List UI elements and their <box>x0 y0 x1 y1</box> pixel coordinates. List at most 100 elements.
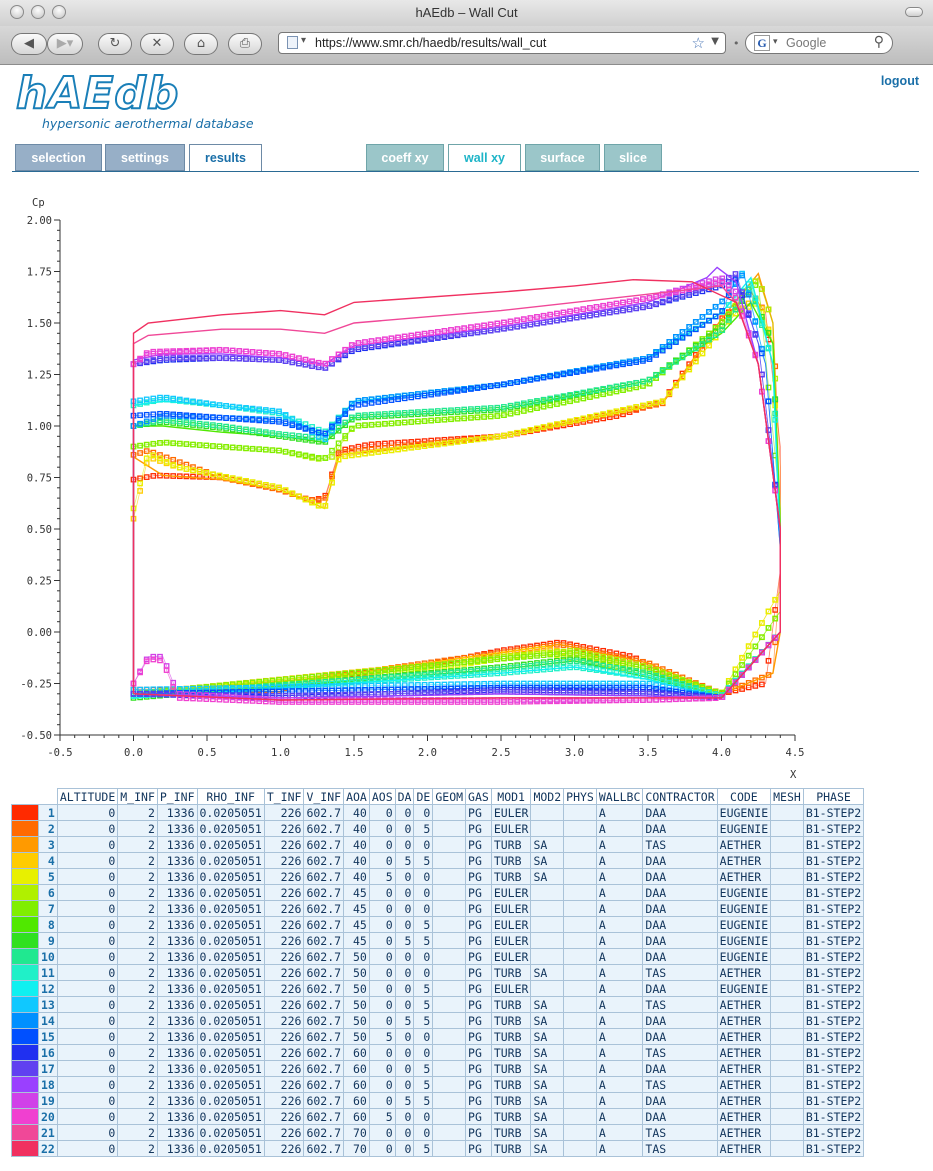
table-row[interactable]: 20 0 2 1336 0.0205051 226 602.7 60 5 0 0 PG TURB SA A D… <box>11 1108 865 1125</box>
x-tick-label: 0.0 <box>124 747 143 759</box>
table-row[interactable]: 14 0 2 1336 0.0205051 226 602.7 50 0 5 5 PG TURB SA A D… <box>11 1012 865 1029</box>
row-number[interactable]: 15 <box>38 1028 58 1045</box>
close-window-button[interactable] <box>10 5 24 19</box>
tab-results[interactable]: results <box>189 144 262 172</box>
cell-code: AETHER <box>716 1028 772 1045</box>
zoom-window-button[interactable] <box>52 5 66 19</box>
search-engine-menu-icon[interactable]: ▾ <box>773 37 778 47</box>
row-number[interactable]: 19 <box>38 1092 58 1109</box>
tab-surface[interactable]: surface <box>525 144 600 171</box>
upper-surface-marker <box>587 388 593 395</box>
stop-button[interactable]: ✕ <box>140 33 174 55</box>
row-number[interactable]: 21 <box>38 1124 58 1141</box>
table-row[interactable]: 3 0 2 1336 0.0205051 226 602.7 40 0 0 0 PG TURB SA A TA… <box>11 836 865 853</box>
row-number[interactable]: 3 <box>38 836 58 853</box>
table-row[interactable]: 1 0 2 1336 0.0205051 226 602.7 40 0 0 0 PG EULER A DAA… <box>11 804 865 821</box>
row-number[interactable]: 6 <box>38 884 58 901</box>
table-row[interactable]: 2 0 2 1336 0.0205051 226 602.7 40 0 0 5 PG EULER A DAA… <box>11 820 865 837</box>
cell-aos: 5 <box>368 1108 396 1125</box>
upper-surface-marker <box>236 425 243 432</box>
upper-surface-marker <box>620 407 626 413</box>
upper-surface-marker <box>494 413 501 419</box>
tab-settings[interactable]: settings <box>105 144 185 171</box>
home-button[interactable]: ⌂ <box>184 33 218 55</box>
table-row[interactable]: 13 0 2 1336 0.0205051 226 602.7 50 0 0 5 PG TURB SA A T… <box>11 996 865 1013</box>
lower-surface-marker <box>534 698 540 705</box>
row-number[interactable]: 18 <box>38 1076 58 1093</box>
table-row[interactable]: 21 0 2 1336 0.0205051 226 602.7 70 0 0 0 PG TURB SA A T… <box>11 1124 865 1141</box>
tab-slice[interactable]: slice <box>604 144 662 171</box>
row-number[interactable]: 16 <box>38 1044 58 1061</box>
tab-coeff-xy[interactable]: coeff xy <box>366 144 444 171</box>
minimize-window-button[interactable] <box>31 5 45 19</box>
row-number[interactable]: 5 <box>38 868 58 885</box>
row-number[interactable]: 12 <box>38 980 58 997</box>
upper-surface-marker <box>401 410 408 416</box>
upper-surface-marker <box>329 424 335 430</box>
cell-phase: B1-STEP2 <box>802 868 865 885</box>
table-row[interactable]: 4 0 2 1336 0.0205051 226 602.7 40 0 5 5 PG TURB SA A DA… <box>11 852 865 869</box>
x-tick-label: 3.0 <box>565 747 584 759</box>
upper-surface-marker <box>170 456 177 463</box>
address-bar[interactable]: ▾ https://www.smr.ch/haedb/results/wall_… <box>278 32 726 54</box>
cell-aos: 5 <box>368 1028 396 1045</box>
table-row[interactable]: 11 0 2 1336 0.0205051 226 602.7 50 0 0 0 PG TURB SA A T… <box>11 964 865 981</box>
row-number[interactable]: 10 <box>38 948 58 965</box>
row-number[interactable]: 14 <box>38 1012 58 1029</box>
table-row[interactable]: 17 0 2 1336 0.0205051 226 602.7 60 0 0 5 PG TURB SA A D… <box>11 1060 865 1077</box>
lower-surface-marker <box>606 663 613 670</box>
bookmark-star-icon[interactable]: ☆ <box>691 34 705 52</box>
forward-button[interactable]: ▶▾ <box>47 33 83 55</box>
upper-surface-marker <box>282 412 289 418</box>
table-row[interactable]: 7 0 2 1336 0.0205051 226 602.7 45 0 0 0 PG EULER A DAA… <box>11 900 865 917</box>
y-tick-label: -0.25 <box>20 679 52 691</box>
upper-surface-marker <box>567 398 573 405</box>
cell-t_inf: 226 <box>263 868 305 885</box>
back-button[interactable]: ◀ <box>11 33 47 55</box>
magnifier-icon[interactable]: ⚲ <box>873 34 884 50</box>
upper-surface-marker <box>249 349 256 355</box>
tab-wall-xy[interactable]: wall xy <box>448 144 521 172</box>
reload-button[interactable]: ↻ <box>98 33 132 55</box>
tab-selection[interactable]: selection <box>15 144 102 171</box>
lower-surface-marker <box>745 643 752 650</box>
upper-surface-marker <box>640 358 646 364</box>
row-number[interactable]: 17 <box>38 1060 58 1077</box>
upper-surface-marker <box>176 459 183 466</box>
row-number[interactable]: 9 <box>38 932 58 949</box>
table-row[interactable]: 18 0 2 1336 0.0205051 226 602.7 60 0 0 5 PG TURB SA A T… <box>11 1076 865 1093</box>
search-input[interactable]: G ▾ Google ⚲ <box>745 32 893 54</box>
logout-link[interactable]: logout <box>880 74 919 88</box>
row-number[interactable]: 20 <box>38 1108 58 1125</box>
row-number[interactable]: 11 <box>38 964 58 981</box>
toolbar-toggle-button[interactable] <box>905 7 923 17</box>
table-row[interactable]: 22 0 2 1336 0.0205051 226 602.7 70 0 0 5 PG TURB SA A T… <box>11 1140 865 1157</box>
table-row[interactable]: 6 0 2 1336 0.0205051 226 602.7 45 0 0 0 PG EULER A DAA… <box>11 884 865 901</box>
table-row[interactable]: 9 0 2 1336 0.0205051 226 602.7 45 0 5 5 PG EULER A DAA… <box>11 932 865 949</box>
table-row[interactable]: 5 0 2 1336 0.0205051 226 602.7 40 5 0 0 PG TURB SA A DA… <box>11 868 865 885</box>
row-number[interactable]: 2 <box>38 820 58 837</box>
series-20-line <box>133 281 781 703</box>
history-dropdown-icon[interactable]: ▼ <box>711 36 719 47</box>
upper-surface-marker <box>143 474 150 480</box>
row-number[interactable]: 13 <box>38 996 58 1013</box>
upper-surface-marker <box>415 418 421 425</box>
row-number[interactable]: 8 <box>38 916 58 933</box>
table-row[interactable]: 15 0 2 1336 0.0205051 226 602.7 50 5 0 0 PG TURB SA A D… <box>11 1028 865 1045</box>
bookmark-menu-icon[interactable]: ▾ <box>301 35 307 46</box>
upper-surface-marker <box>368 338 375 344</box>
row-number[interactable]: 1 <box>38 804 58 821</box>
lower-surface-marker <box>249 688 256 695</box>
table-row[interactable]: 16 0 2 1336 0.0205051 226 602.7 60 0 0 0 PG TURB SA A T… <box>11 1044 865 1061</box>
cell-wallbc: A <box>595 1012 644 1029</box>
row-number[interactable]: 4 <box>38 852 58 869</box>
table-row[interactable]: 12 0 2 1336 0.0205051 226 602.7 50 0 0 5 PG EULER A DA… <box>11 980 865 997</box>
table-row[interactable]: 19 0 2 1336 0.0205051 226 602.7 60 0 5 5 PG TURB SA A D… <box>11 1092 865 1109</box>
table-row[interactable]: 8 0 2 1336 0.0205051 226 602.7 45 0 0 5 PG EULER A DAA… <box>11 916 865 933</box>
row-number[interactable]: 7 <box>38 900 58 917</box>
upper-surface-marker <box>150 395 157 402</box>
upper-surface-marker <box>540 424 547 430</box>
print-button[interactable]: ⎙ <box>228 33 262 55</box>
table-row[interactable]: 10 0 2 1336 0.0205051 226 602.7 50 0 0 0 PG EULER A DA… <box>11 948 865 965</box>
row-number[interactable]: 22 <box>38 1140 58 1157</box>
